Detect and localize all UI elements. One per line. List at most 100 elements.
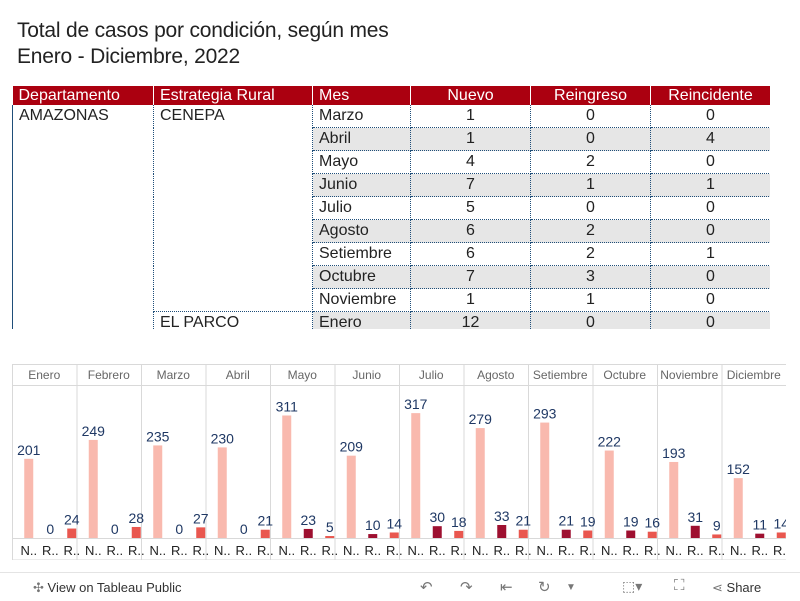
cell-nuevo[interactable]: 12 xyxy=(410,311,531,329)
table-row: Agosto 6 2 0 xyxy=(13,219,770,243)
cell-reincidente[interactable]: 1 xyxy=(650,242,770,266)
bar-nuevo[interactable] xyxy=(475,428,485,538)
bar-nuevo[interactable] xyxy=(540,422,550,538)
data-label: 24 xyxy=(64,512,80,528)
cell-reingreso[interactable]: 0 xyxy=(530,127,651,151)
data-label: 152 xyxy=(727,461,751,477)
cases-table: Departamento Estrategia Rural Mes Nuevo … xyxy=(12,86,770,329)
redo-icon[interactable]: ↷ xyxy=(460,579,473,596)
cell-nuevo[interactable]: 7 xyxy=(410,173,531,197)
axis-sub-label: N.. xyxy=(85,543,102,558)
data-label: 33 xyxy=(494,508,510,524)
cell-nuevo[interactable]: 7 xyxy=(410,265,531,289)
bar-nuevo[interactable] xyxy=(411,413,421,538)
cell-reingreso[interactable]: 1 xyxy=(530,288,651,312)
cell-reincidente[interactable]: 0 xyxy=(650,311,770,329)
axis-sub-label: R.. xyxy=(192,543,209,558)
bar-reingreso[interactable] xyxy=(626,530,636,538)
data-label: 9 xyxy=(713,517,721,533)
header-estrategia[interactable]: Estrategia Rural xyxy=(153,86,313,105)
cell-reincidente[interactable]: 4 xyxy=(650,127,770,151)
header-reingreso[interactable]: Reingreso xyxy=(530,86,651,105)
cell-mes: Octubre xyxy=(312,265,411,289)
bar-nuevo[interactable] xyxy=(217,447,227,538)
cell-reincidente[interactable]: 0 xyxy=(650,288,770,312)
bar-reincidente[interactable] xyxy=(454,530,464,538)
cell-reingreso[interactable]: 0 xyxy=(530,105,651,128)
bar-nuevo[interactable] xyxy=(282,415,292,538)
cell-reincidente[interactable]: 0 xyxy=(650,265,770,289)
share-button[interactable]: ⋖ Share xyxy=(712,580,761,596)
revert-icon[interactable]: ⇤ xyxy=(500,579,513,596)
data-label: 11 xyxy=(752,517,767,533)
bar-reincidente[interactable] xyxy=(583,530,593,538)
bar-nuevo[interactable] xyxy=(669,461,679,538)
bar-nuevo[interactable] xyxy=(346,455,356,538)
axis-sub-label: N.. xyxy=(472,543,489,558)
header-mes[interactable]: Mes xyxy=(312,86,411,105)
undo-icon[interactable]: ↶ xyxy=(420,579,433,596)
bar-reingreso[interactable] xyxy=(432,526,442,538)
bar-reingreso[interactable] xyxy=(368,534,378,538)
bar-reingreso[interactable] xyxy=(755,533,765,538)
data-label: 19 xyxy=(580,514,596,530)
bar-nuevo[interactable] xyxy=(88,439,98,538)
bar-reingreso[interactable] xyxy=(690,525,700,538)
data-label: 21 xyxy=(558,513,574,529)
cell-reincidente[interactable]: 0 xyxy=(650,150,770,174)
cell-estrategia: CENEPA xyxy=(153,105,313,312)
cell-reincidente[interactable]: 1 xyxy=(650,173,770,197)
cell-reingreso[interactable]: 2 xyxy=(530,242,651,266)
bar-reincidente[interactable] xyxy=(389,532,399,538)
cell-reincidente[interactable]: 0 xyxy=(650,196,770,220)
bar-nuevo[interactable] xyxy=(733,478,743,538)
bar-reincidente[interactable] xyxy=(325,536,335,538)
bar-reincidente[interactable] xyxy=(712,534,722,538)
cell-reincidente[interactable]: 0 xyxy=(650,219,770,243)
data-label: 27 xyxy=(193,510,209,526)
header-reincidente[interactable]: Reincidente xyxy=(650,86,770,105)
data-label: 0 xyxy=(46,521,54,537)
refresh-icon[interactable]: ↻ xyxy=(538,579,551,596)
header-departamento[interactable]: Departamento xyxy=(12,86,154,105)
bar-reincidente[interactable] xyxy=(776,532,786,538)
cell-nuevo[interactable]: 6 xyxy=(410,242,531,266)
axis-sub-label: N.. xyxy=(601,543,618,558)
bar-reincidente[interactable] xyxy=(196,527,206,538)
cell-reincidente[interactable]: 0 xyxy=(650,105,770,128)
bar-reingreso[interactable] xyxy=(497,525,507,538)
cell-mes: Junio xyxy=(312,173,411,197)
view-on-tableau-link[interactable]: ✣ View on Tableau Public xyxy=(33,580,181,596)
table-row: Mayo 4 2 0 xyxy=(13,150,770,174)
cell-mes: Mayo xyxy=(312,150,411,174)
cell-reingreso[interactable]: 0 xyxy=(530,196,651,220)
cell-nuevo[interactable]: 4 xyxy=(410,150,531,174)
cell-nuevo[interactable]: 6 xyxy=(410,219,531,243)
bar-nuevo[interactable] xyxy=(604,450,614,538)
cell-reingreso[interactable]: 3 xyxy=(530,265,651,289)
bar-reincidente[interactable] xyxy=(131,526,141,538)
cell-reingreso[interactable]: 2 xyxy=(530,150,651,174)
cell-reingreso[interactable]: 1 xyxy=(530,173,651,197)
bar-reincidente[interactable] xyxy=(260,529,270,538)
fullscreen-icon[interactable]: ⛶ xyxy=(674,577,685,594)
data-label: 19 xyxy=(623,514,639,530)
cell-nuevo[interactable]: 1 xyxy=(410,288,531,312)
bar-reingreso[interactable] xyxy=(303,528,313,538)
header-nuevo[interactable]: Nuevo xyxy=(410,86,531,105)
download-icon[interactable]: ⬚▾ xyxy=(622,578,643,594)
refresh-dropdown-icon[interactable]: ▼ xyxy=(566,582,576,593)
cell-nuevo[interactable]: 1 xyxy=(410,127,531,151)
bar-nuevo[interactable] xyxy=(153,445,163,538)
cell-mes: Agosto xyxy=(312,219,411,243)
bar-reincidente[interactable] xyxy=(647,531,657,538)
cell-reingreso[interactable]: 2 xyxy=(530,219,651,243)
cell-nuevo[interactable]: 1 xyxy=(410,105,531,128)
bar-nuevo[interactable] xyxy=(24,458,34,538)
cell-reingreso[interactable]: 0 xyxy=(530,311,651,329)
bar-reingreso[interactable] xyxy=(561,529,571,538)
bar-reincidente[interactable] xyxy=(518,529,528,538)
bar-reincidente[interactable] xyxy=(67,528,77,538)
cell-nuevo[interactable]: 5 xyxy=(410,196,531,220)
view-label: View on Tableau Public xyxy=(47,580,182,595)
